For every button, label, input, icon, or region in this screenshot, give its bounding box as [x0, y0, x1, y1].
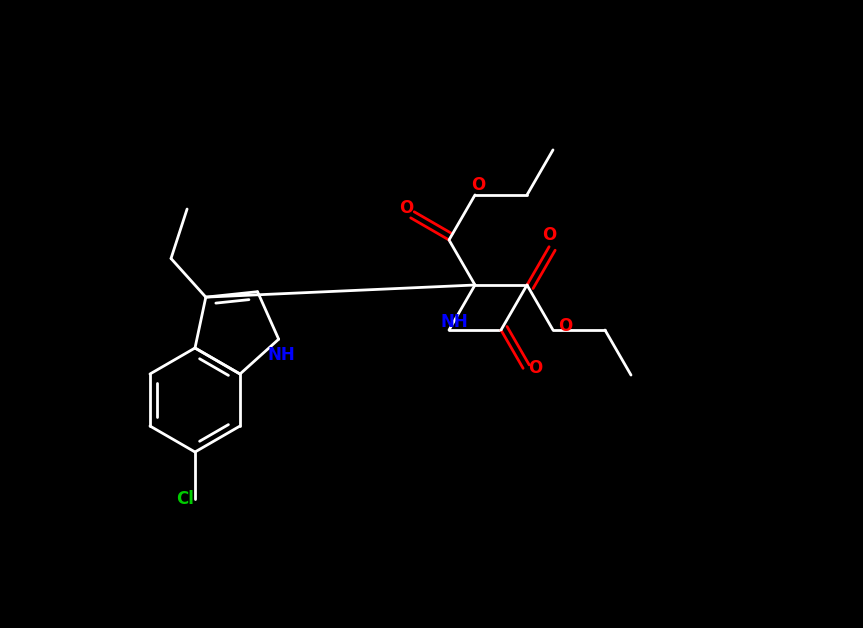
Text: O: O — [471, 176, 485, 194]
Text: NH: NH — [268, 346, 295, 364]
Text: O: O — [542, 225, 557, 244]
Text: Cl: Cl — [176, 490, 194, 508]
Text: O: O — [557, 317, 572, 335]
Text: O: O — [400, 199, 414, 217]
Text: O: O — [528, 359, 542, 377]
Text: NH: NH — [440, 313, 468, 331]
